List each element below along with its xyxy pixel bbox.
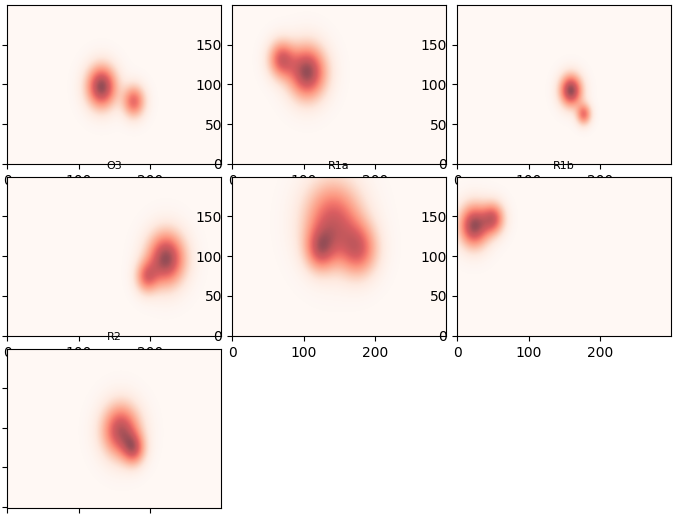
Title: O3: O3: [106, 161, 122, 170]
Title: R1b: R1b: [553, 161, 575, 170]
Title: R1a: R1a: [328, 161, 350, 170]
Title: R2: R2: [107, 333, 121, 342]
